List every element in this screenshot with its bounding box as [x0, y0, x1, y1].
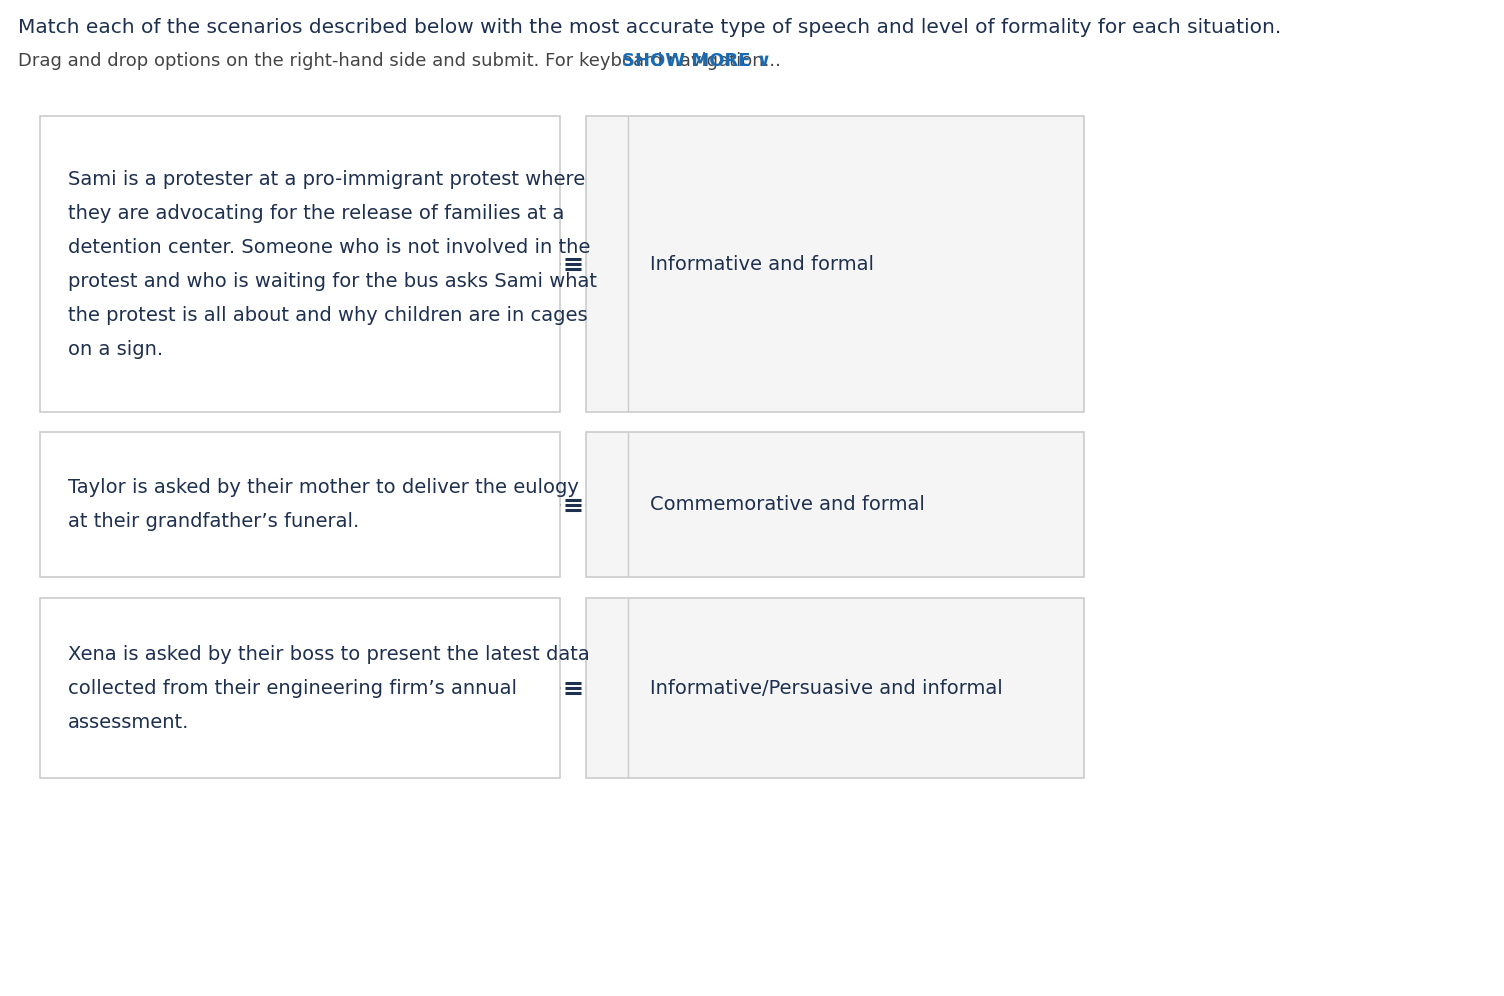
- Text: SHOW MORE ∨: SHOW MORE ∨: [623, 52, 772, 70]
- FancyBboxPatch shape: [41, 116, 559, 412]
- Text: Sami is a protester at a pro-immigrant protest where
they are advocating for the: Sami is a protester at a pro-immigrant p…: [68, 169, 597, 359]
- Text: Xena is asked by their boss to present the latest data
collected from their engi: Xena is asked by their boss to present t…: [68, 644, 590, 731]
- FancyBboxPatch shape: [41, 432, 559, 577]
- FancyBboxPatch shape: [587, 432, 1084, 577]
- FancyBboxPatch shape: [587, 598, 1084, 778]
- Text: Taylor is asked by their mother to deliver the eulogy
at their grandfather’s fun: Taylor is asked by their mother to deliv…: [68, 478, 579, 531]
- Text: Match each of the scenarios described below with the most accurate type of speec: Match each of the scenarios described be…: [18, 18, 1281, 37]
- Text: Informative/Persuasive and informal: Informative/Persuasive and informal: [650, 678, 1003, 697]
- FancyBboxPatch shape: [587, 116, 1084, 412]
- Text: Informative and formal: Informative and formal: [650, 255, 874, 274]
- Text: Drag and drop options on the right-hand side and submit. For keyboard navigation: Drag and drop options on the right-hand …: [18, 52, 781, 70]
- FancyBboxPatch shape: [41, 598, 559, 778]
- Text: Commemorative and formal: Commemorative and formal: [650, 495, 925, 514]
